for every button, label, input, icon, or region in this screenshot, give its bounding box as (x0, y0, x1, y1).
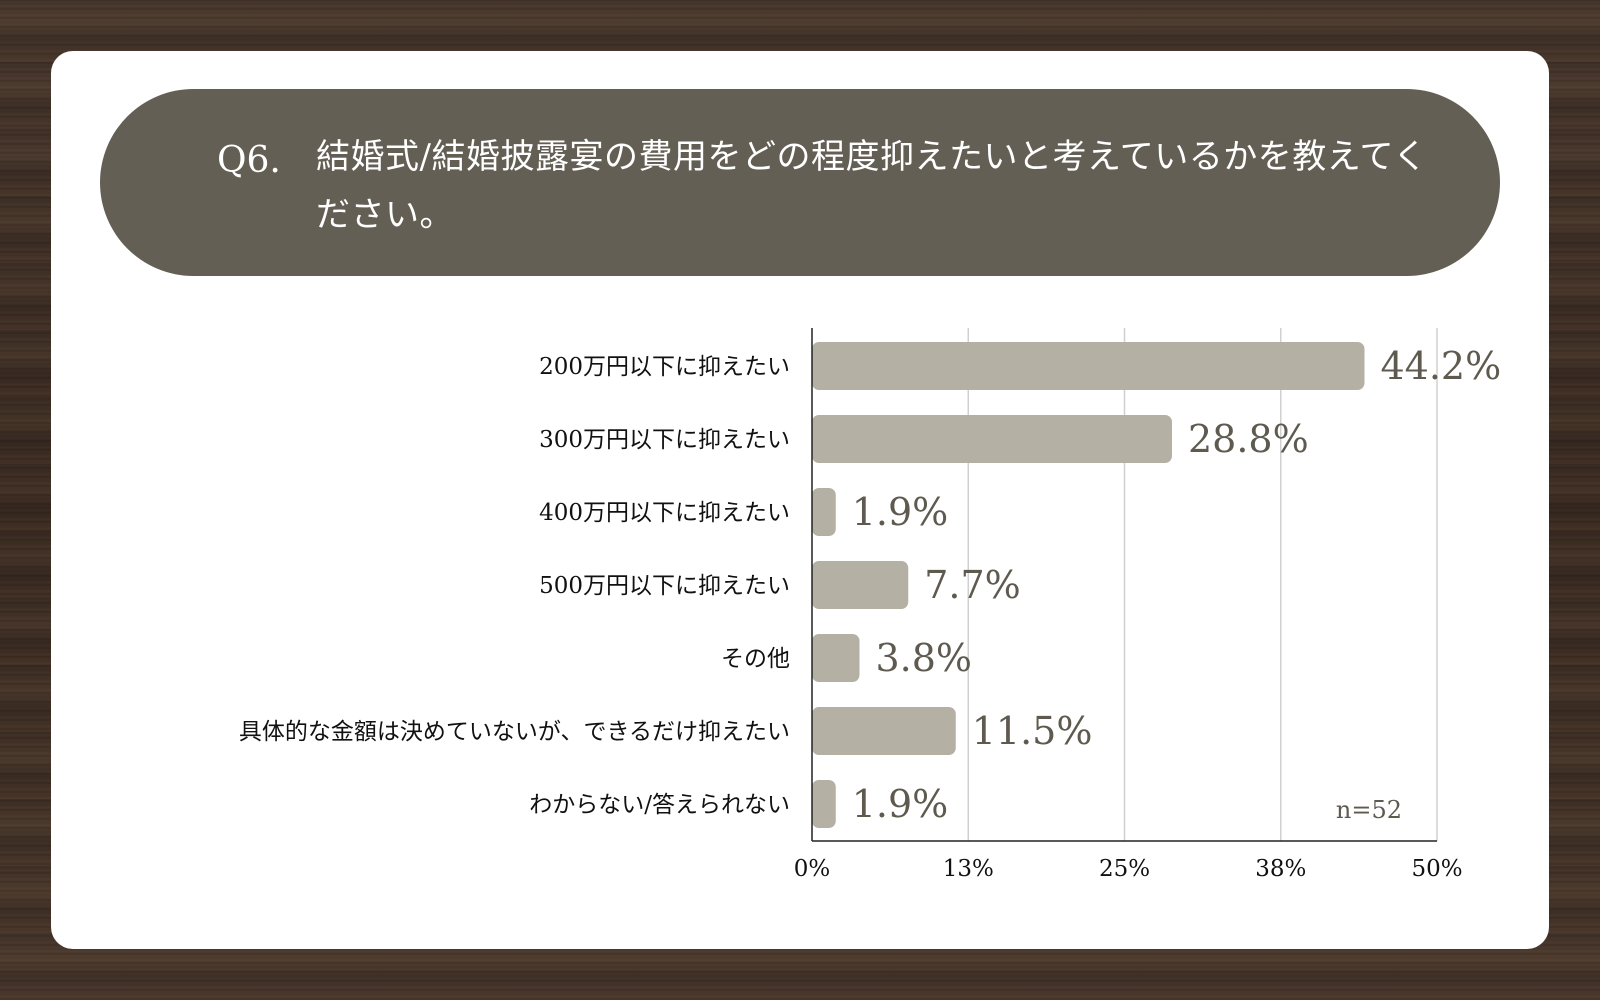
tick-label: 38% (1255, 856, 1306, 882)
category-label: その他 (721, 646, 790, 672)
category-label: 300万円以下に抑えたい (539, 427, 790, 453)
data-label: 7.7% (924, 563, 1021, 607)
tick-label: 50% (1411, 856, 1462, 882)
category-label: わからない/答えられない (529, 792, 790, 818)
data-label: 1.9% (852, 782, 949, 826)
category-label: 500万円以下に抑えたい (539, 573, 790, 599)
tick-label: 0% (794, 856, 831, 882)
data-label: 1.9% (852, 490, 949, 534)
question-text: 結婚式/結婚披露宴の費用をどの程度抑えたいと考えているかを教えてください。 (316, 137, 1428, 235)
sample-size-label: n=52 (1336, 796, 1402, 824)
bar (812, 415, 1172, 463)
data-label: 11.5% (972, 709, 1093, 753)
data-label: 44.2% (1381, 344, 1502, 388)
question-banner (100, 89, 1500, 276)
data-label: 3.8% (876, 636, 973, 680)
bar (812, 342, 1365, 390)
bar (812, 488, 836, 536)
question-number: Q6. (217, 140, 281, 181)
bar (812, 707, 956, 755)
category-label: 具体的な金額は決めていないが、できるだけ抑えたい (239, 719, 790, 745)
bar (812, 561, 909, 609)
bar (812, 780, 836, 828)
category-label: 200万円以下に抑えたい (539, 354, 790, 380)
category-label: 400万円以下に抑えたい (539, 500, 790, 526)
bar (812, 634, 860, 682)
tick-label: 25% (1099, 856, 1150, 882)
tick-label: 13% (943, 856, 994, 882)
data-label: 28.8% (1188, 417, 1309, 461)
